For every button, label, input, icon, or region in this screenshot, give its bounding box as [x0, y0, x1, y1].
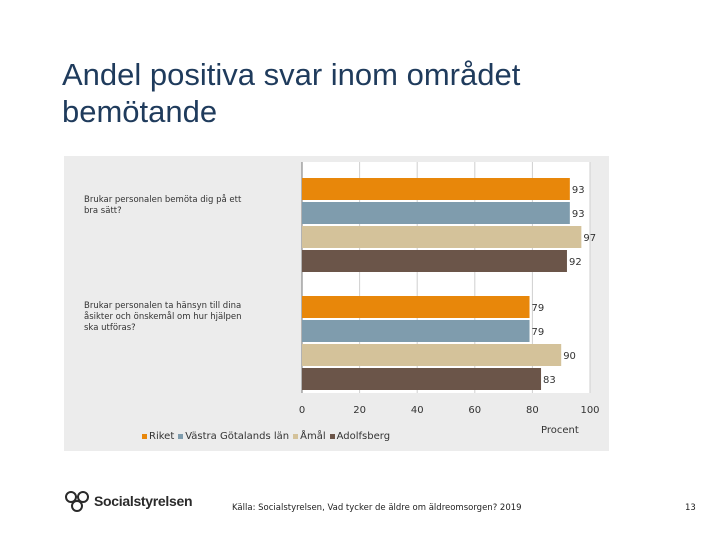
bar: [302, 226, 582, 248]
x-axis-label: Procent: [541, 425, 579, 436]
legend-item-vastra-gotaland: Västra Götalands län: [178, 431, 289, 442]
x-tick-label: 100: [580, 405, 599, 416]
x-tick-label: 20: [353, 405, 366, 416]
bar: [302, 296, 530, 318]
data-label: 93: [572, 185, 585, 196]
legend-swatch: [142, 434, 147, 439]
bar: [302, 344, 562, 366]
x-tick-label: 40: [411, 405, 424, 416]
source-note: Källa: Socialstyrelsen, Vad tycker de äl…: [232, 503, 522, 513]
socialstyrelsen-logo: Socialstyrelsen: [64, 488, 193, 514]
legend-item-adolfsberg: Adolfsberg: [329, 431, 391, 442]
category-label: Brukar personalen bemöta dig på ett: [84, 194, 242, 205]
x-tick-label: 80: [526, 405, 539, 416]
bar: [302, 320, 530, 342]
legend-label: Västra Götalands län: [185, 431, 290, 442]
legend-item-riket: Riket: [142, 431, 174, 442]
category-label: ska utföras?: [84, 323, 136, 333]
data-label: 97: [583, 233, 596, 244]
data-label: 83: [543, 375, 556, 386]
bar-chart: 93 79 93 79 97 90 92 83 0 20 40 60 80 100 Brukar perso…: [84, 162, 600, 416]
data-label: 93: [572, 209, 585, 220]
data-label: 90: [563, 351, 576, 362]
logo-emblem-icon: [64, 489, 90, 513]
chart-legend: Riket Västra Götalands län Åmål Adolfsbe…: [142, 431, 394, 442]
category-label: åsikter och önskemål om hur hjälpen: [84, 311, 242, 322]
legend-swatch: [293, 434, 299, 439]
data-label: 79: [532, 303, 545, 314]
category-label: Brukar personalen ta hänsyn till dina: [84, 301, 241, 311]
chart-panel: 93 79 93 79 97 90 92 83 0 20 40 60 80 100 Brukar perso…: [64, 156, 609, 451]
logo-text: Socialstyrelsen: [94, 493, 193, 509]
data-label: 92: [569, 257, 582, 268]
legend-swatch: [178, 434, 184, 439]
bar: [302, 250, 567, 272]
bar: [302, 178, 570, 200]
page-title: Andel positiva svar inom området bemötan…: [62, 57, 521, 129]
legend-item-amal: Åmål: [293, 431, 326, 442]
legend-label: Riket: [149, 431, 175, 442]
page-number: 13: [685, 503, 696, 513]
bar: [302, 202, 570, 224]
data-label: 79: [532, 327, 545, 338]
bar: [302, 368, 542, 390]
legend-label: Adolfsberg: [336, 431, 391, 442]
x-tick-label: 60: [468, 405, 481, 416]
category-label: bra sätt?: [84, 206, 122, 216]
x-tick-label: 0: [299, 405, 305, 416]
legend-label: Åmål: [300, 431, 326, 442]
legend-swatch: [329, 434, 335, 439]
